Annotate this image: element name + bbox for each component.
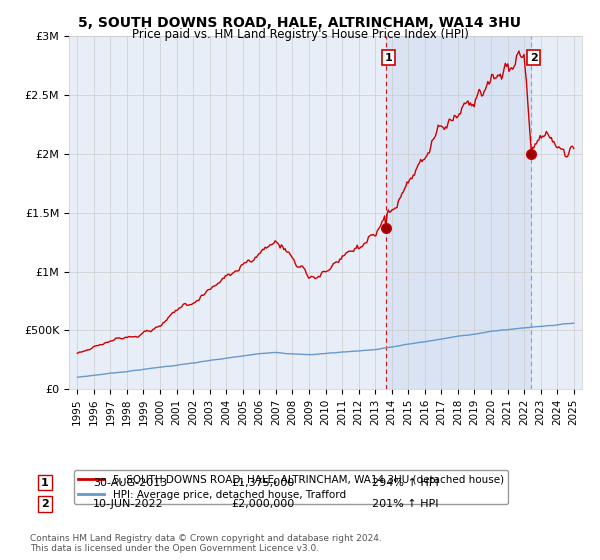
- Bar: [386, 36, 532, 389]
- Text: 294% ↑ HPI: 294% ↑ HPI: [372, 478, 439, 488]
- Text: Price paid vs. HM Land Registry's House Price Index (HPI): Price paid vs. HM Land Registry's House …: [131, 28, 469, 41]
- Legend: 5, SOUTH DOWNS ROAD, HALE, ALTRINCHAM, WA14 3HU (detached house), HPI: Average p: 5, SOUTH DOWNS ROAD, HALE, ALTRINCHAM, W…: [74, 470, 508, 504]
- Text: 10-JUN-2022: 10-JUN-2022: [93, 499, 164, 509]
- Text: 2: 2: [41, 499, 49, 509]
- Text: Contains HM Land Registry data © Crown copyright and database right 2024.
This d: Contains HM Land Registry data © Crown c…: [30, 534, 382, 553]
- Text: 30-AUG-2013: 30-AUG-2013: [93, 478, 167, 488]
- Text: £2,000,000: £2,000,000: [231, 499, 294, 509]
- Text: 5, SOUTH DOWNS ROAD, HALE, ALTRINCHAM, WA14 3HU: 5, SOUTH DOWNS ROAD, HALE, ALTRINCHAM, W…: [79, 16, 521, 30]
- Text: £1,375,000: £1,375,000: [231, 478, 294, 488]
- Text: 2: 2: [530, 53, 538, 63]
- Text: 201% ↑ HPI: 201% ↑ HPI: [372, 499, 439, 509]
- Text: 1: 1: [41, 478, 49, 488]
- Text: 1: 1: [385, 53, 392, 63]
